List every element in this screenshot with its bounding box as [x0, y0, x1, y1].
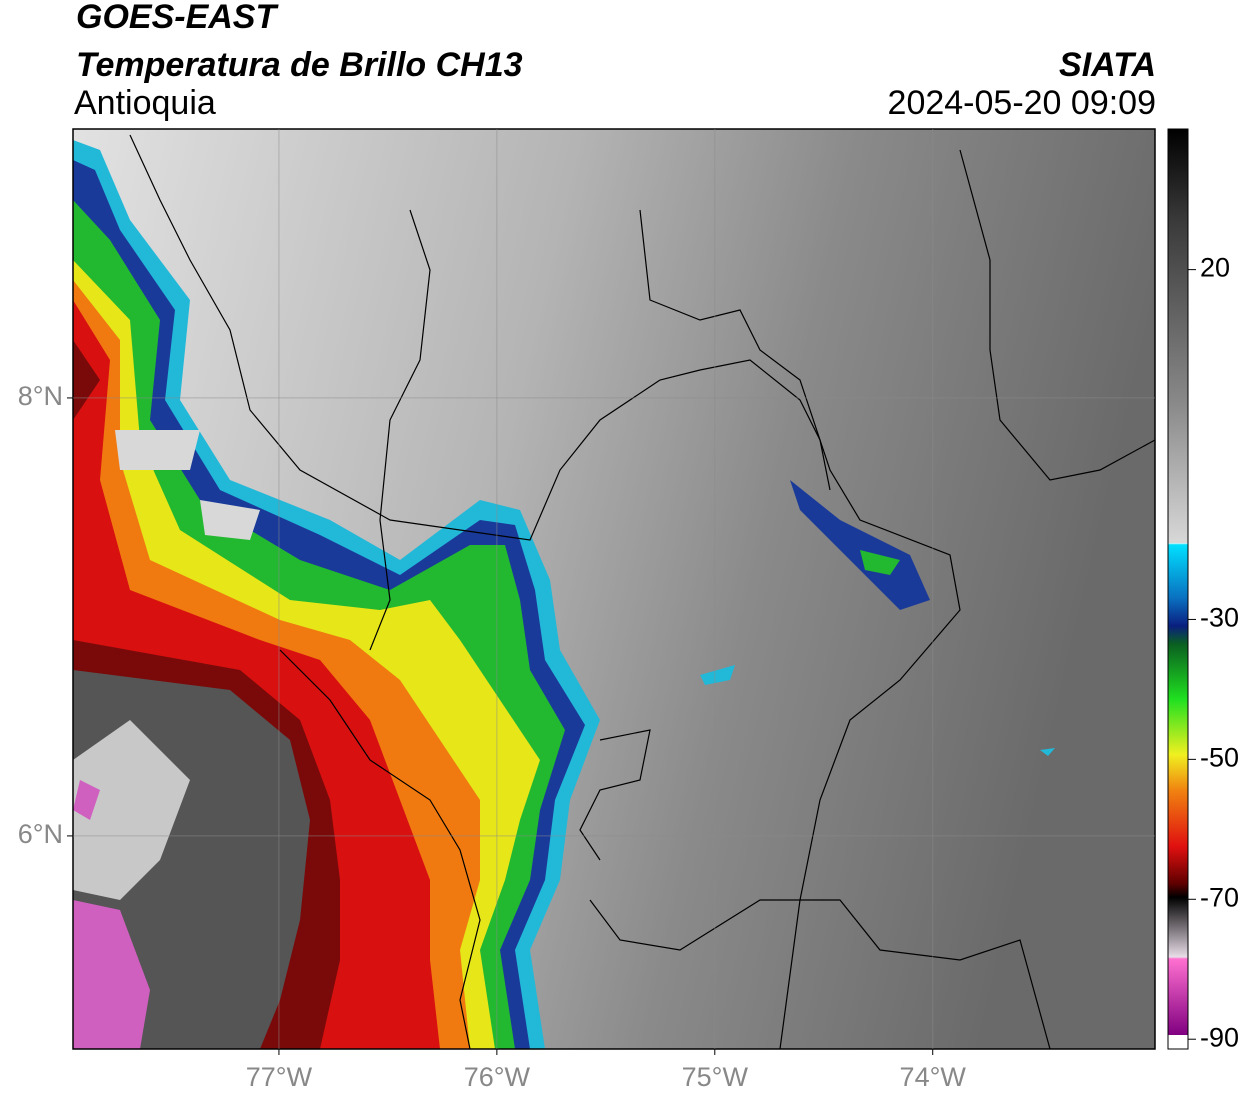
colorbar-tick-label: -90 [1200, 1022, 1239, 1052]
x-tick-label: 75°W [682, 1062, 749, 1092]
colorbar [1167, 128, 1189, 1050]
colorbar-tick-label: -70 [1200, 882, 1239, 912]
y-tick-label: 8°N [18, 381, 63, 411]
datetime-label: 2024-05-20 09:09 [887, 84, 1156, 122]
x-tick-label: 77°W [246, 1062, 313, 1092]
x-tick-label: 74°W [900, 1062, 967, 1092]
map-frame [72, 128, 1156, 1050]
colorbar-tick-label: -50 [1200, 742, 1239, 772]
y-tick-label: 6°N [18, 819, 63, 849]
imagery [73, 129, 1155, 1049]
colorbar-tick-label: -30 [1200, 603, 1239, 633]
product-title: Temperatura de Brillo CH13 [76, 46, 523, 84]
x-tick-label: 76°W [464, 1062, 531, 1092]
satellite-title: GOES-EAST [76, 0, 277, 36]
source-label: SIATA [1059, 46, 1156, 84]
colorbar-tick-label: 20 [1200, 253, 1230, 283]
region-label: Antioquia [74, 84, 216, 122]
